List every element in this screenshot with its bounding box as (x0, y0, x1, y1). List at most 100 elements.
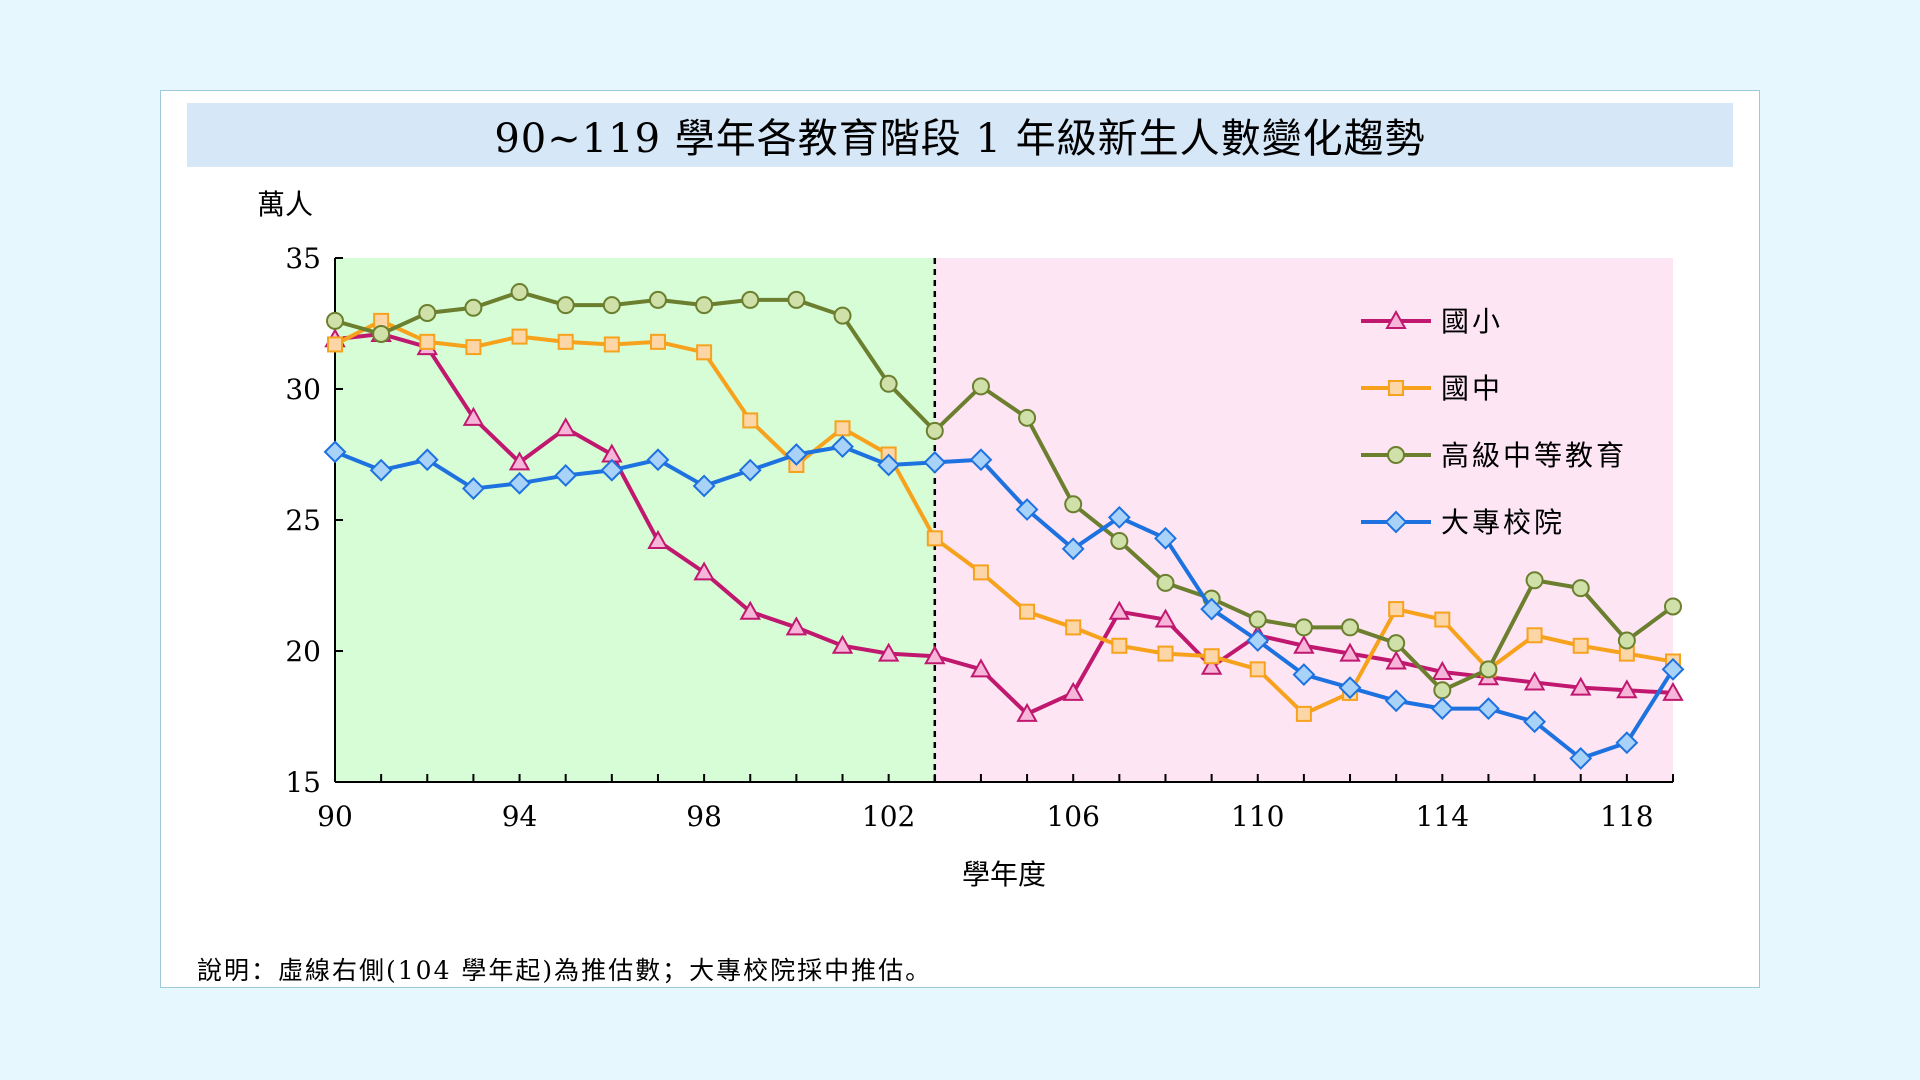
data-point (1341, 618, 1360, 637)
data-point (1431, 660, 1454, 680)
data-point (739, 600, 761, 620)
data-point (1156, 573, 1175, 592)
data-point (831, 435, 854, 459)
legend-item: 國中 (1361, 372, 1503, 405)
data-point (1294, 618, 1313, 637)
data-point (465, 339, 482, 356)
y-tick-label: 25 (285, 504, 321, 537)
data-point (1572, 637, 1589, 654)
series-1 (324, 322, 1684, 722)
data-point (693, 561, 715, 581)
data-point (742, 412, 759, 429)
data-point (511, 328, 528, 345)
data-point (1015, 498, 1039, 521)
data-point (646, 448, 670, 472)
chart-frame: 90~119 學年各教育階段 1 年級新生人數變化趨勢 35 30 25 20 15 90… (160, 90, 1760, 988)
x-tick-label: 114 (1416, 800, 1469, 833)
legend-marker (1387, 446, 1405, 464)
x-tick-label: 98 (686, 800, 722, 833)
data-point (1526, 627, 1543, 644)
data-point (969, 448, 993, 472)
data-point (1065, 619, 1082, 636)
data-point (1064, 495, 1083, 514)
x-tick-label: 102 (862, 800, 915, 833)
data-point (1434, 611, 1451, 628)
data-point (1616, 679, 1638, 699)
data-point (879, 374, 898, 393)
legend-label: 國中 (1441, 372, 1503, 405)
data-point (369, 458, 393, 482)
data-point (1019, 603, 1036, 620)
data-point (877, 642, 900, 662)
data-point (461, 477, 485, 500)
data-point (1249, 661, 1266, 678)
y-axis-label: 萬人 (257, 188, 313, 221)
x-tick-label: 118 (1600, 800, 1653, 833)
legend-marker (1385, 309, 1407, 329)
data-point (419, 333, 436, 350)
data-point (600, 458, 624, 482)
data-point (1571, 579, 1590, 598)
data-point (1477, 697, 1500, 721)
data-point (1154, 608, 1177, 628)
data-point (1248, 610, 1267, 629)
data-point (695, 296, 714, 315)
data-point (785, 616, 808, 636)
data-point (970, 658, 992, 678)
data-point (1200, 655, 1223, 675)
x-tick-label: 110 (1231, 800, 1284, 833)
data-point (557, 333, 574, 350)
data-point (972, 564, 989, 581)
data-point (510, 283, 529, 302)
legend-marker (1384, 510, 1408, 534)
data-point (1293, 634, 1315, 654)
x-tick-label: 94 (502, 800, 538, 833)
data-point (831, 634, 854, 654)
data-point (1433, 681, 1452, 700)
data-point (554, 417, 577, 437)
data-point (326, 311, 344, 330)
data-point (323, 440, 347, 464)
data-point (787, 290, 806, 309)
data-point (508, 451, 531, 471)
legend-label: 國小 (1441, 305, 1503, 338)
data-point (1664, 597, 1682, 616)
x-tick-label: 90 (317, 800, 353, 833)
data-point (1016, 702, 1038, 722)
data-point (877, 453, 901, 477)
data-point (415, 448, 439, 472)
projection-region (934, 258, 1673, 782)
data-point (1338, 676, 1362, 700)
data-point (1384, 689, 1408, 713)
data-point (738, 458, 762, 482)
data-point (834, 420, 851, 437)
data-point (926, 530, 943, 547)
data-point (1570, 676, 1592, 696)
title-bar: 90~119 學年各教育階段 1 年級新生人數變化趨勢 (187, 103, 1733, 167)
data-point (464, 298, 483, 317)
legend-item: 國小 (1361, 305, 1503, 338)
legend-label: 高級中等教育 (1441, 439, 1627, 472)
data-point (1292, 663, 1316, 686)
data-point (1200, 597, 1224, 621)
data-point (924, 645, 946, 665)
data-point (1203, 648, 1220, 665)
data-point (1061, 537, 1085, 561)
data-point (1388, 601, 1405, 618)
data-point (1111, 637, 1128, 654)
x-tick-label: 106 (1046, 800, 1099, 833)
data-point (1246, 629, 1270, 652)
y-tick-label: 15 (285, 766, 321, 799)
data-point (696, 344, 713, 361)
data-point (1108, 600, 1131, 620)
data-point (462, 406, 485, 426)
x-axis-label: 學年度 (962, 858, 1046, 891)
data-point (1387, 634, 1406, 653)
y-tick-label: 30 (285, 373, 321, 406)
data-point (971, 377, 990, 396)
data-point (1617, 631, 1636, 650)
legend-label: 大專校院 (1441, 506, 1565, 539)
data-point (1430, 697, 1454, 721)
data-point (372, 324, 391, 343)
